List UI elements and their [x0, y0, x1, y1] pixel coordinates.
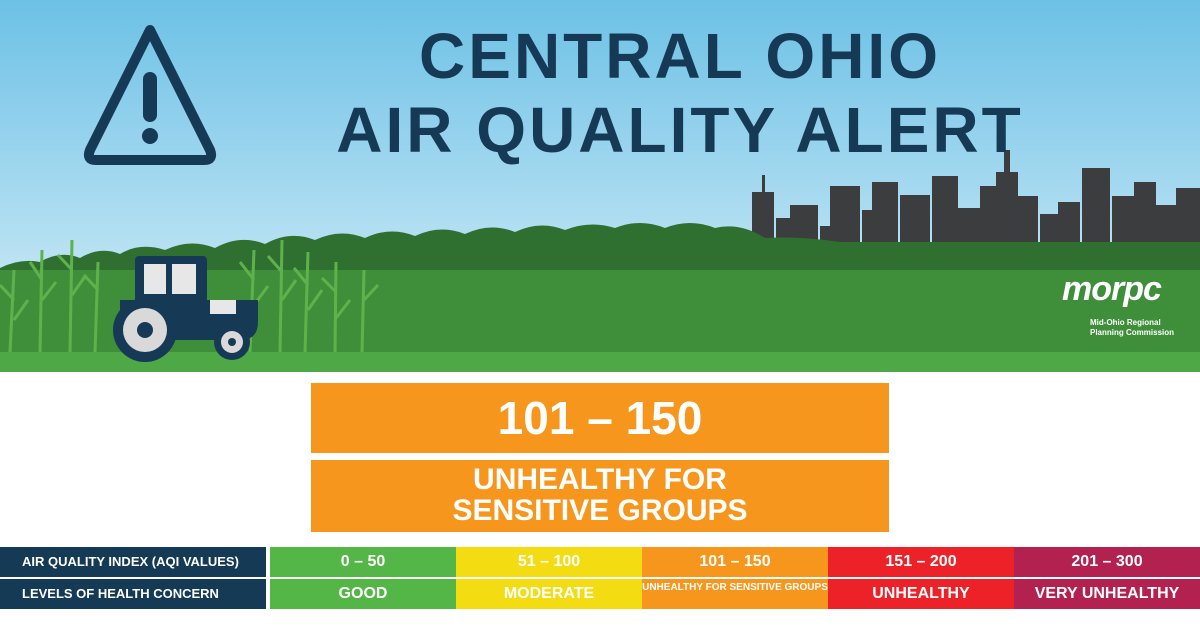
current-aqi-range: 101 – 150 — [311, 383, 889, 453]
title-line-2: AIR QUALITY ALERT — [336, 94, 1024, 166]
concern-very-unhealthy: VERY UNHEALTHY — [1014, 579, 1200, 609]
concern-good: GOOD — [270, 579, 456, 609]
health-concern-row: LEVELS OF HEALTH CONCERN GOOD MODERATE U… — [0, 579, 1200, 609]
logo-subtitle: Mid-Ohio Regional Planning Commission — [1090, 318, 1200, 338]
aqi-values-row: AIR QUALITY INDEX (AQI VALUES) 0 – 50 51… — [0, 547, 1200, 577]
category-line-1: UNHEALTHY FOR — [473, 463, 727, 496]
current-aqi-category: UNHEALTHY FOR SENSITIVE GROUPS — [311, 460, 889, 532]
health-concern-label: LEVELS OF HEALTH CONCERN — [0, 579, 266, 609]
tractor-illustration — [113, 256, 258, 362]
concern-unhealthy: UNHEALTHY — [828, 579, 1014, 609]
morpc-logo: morpc Mid-Ohio Regional Planning Commiss… — [1062, 272, 1200, 338]
aqi-range-good: 0 – 50 — [270, 547, 456, 577]
concern-moderate: MODERATE — [456, 579, 642, 609]
warning-triangle-icon — [83, 25, 217, 165]
aqi-scale-table: AIR QUALITY INDEX (AQI VALUES) 0 – 50 51… — [0, 547, 1200, 609]
aqi-range-usg: 101 – 150 — [642, 547, 828, 577]
aqi-values-label: AIR QUALITY INDEX (AQI VALUES) — [0, 547, 266, 577]
logo-subtitle-line-2: Planning Commission — [1090, 328, 1175, 337]
aqi-range-very-unhealthy: 201 – 300 — [1014, 547, 1200, 577]
logo-subtitle-line-1: Mid-Ohio Regional — [1090, 318, 1161, 327]
header-banner: CENTRAL OHIO AIR QUALITY ALERT morpc Mid… — [0, 0, 1200, 372]
concern-usg: UNHEALTHY FOR SENSITIVE GROUPS — [642, 579, 828, 609]
aqi-range-unhealthy: 151 – 200 — [828, 547, 1014, 577]
logo-wordmark: morpc — [1062, 270, 1162, 308]
category-line-2: SENSITIVE GROUPS — [452, 494, 748, 527]
aqi-range-moderate: 51 – 100 — [456, 547, 642, 577]
tree-line — [0, 223, 1200, 280]
landscape-illustration — [0, 0, 1200, 372]
title-line-1: CENTRAL OHIO — [419, 20, 941, 92]
